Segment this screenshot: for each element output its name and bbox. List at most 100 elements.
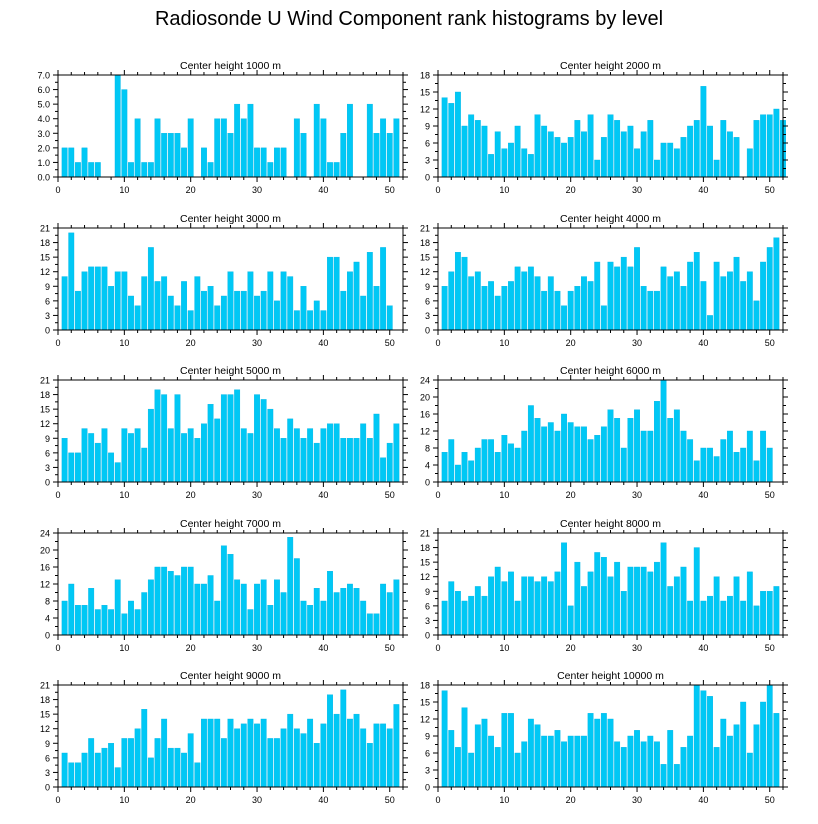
bar [521,576,528,636]
bar [347,438,353,483]
bar [620,256,627,331]
bar [488,439,494,483]
y-tick-label: 18 [420,71,430,81]
bar [240,723,247,788]
bar [280,271,287,331]
bar [121,428,128,483]
bar [508,443,514,483]
bar [607,261,614,331]
bar [773,586,780,636]
bar [527,266,534,331]
bar [280,438,287,483]
bar [327,256,333,331]
bar [360,295,367,331]
bar [207,162,214,178]
x-tick-label: 20 [186,338,196,348]
bar [94,752,101,788]
bar [234,103,241,178]
bar [760,430,767,483]
bar [474,447,481,483]
bar [660,379,667,483]
y-tick-label: 0 [425,326,430,336]
bar [727,595,733,636]
bar [114,462,121,483]
bar [227,271,234,331]
bar [181,752,187,788]
bar [373,133,380,178]
y-tick-label: 0 [425,631,430,641]
bar [640,286,647,331]
bar [647,120,654,178]
bar [614,418,621,483]
x-tick-label: 10 [119,338,129,348]
bar [220,118,227,178]
bar [380,247,387,331]
y-tick-label: 21 [420,529,430,539]
bar [687,439,694,483]
y-tick-label: 12 [40,580,50,590]
bar [640,566,647,636]
y-tick-label: 15 [40,253,50,263]
bar [293,118,300,178]
bar [534,114,541,178]
bar [240,428,247,483]
bar [753,460,760,483]
bar [707,315,713,331]
y-tick-label: 12 [420,427,430,437]
bar [700,86,707,178]
bar [508,571,514,636]
bar [320,723,327,788]
bar [554,290,561,331]
bar [501,286,508,331]
bar [766,684,773,788]
bar [733,256,740,331]
bar [386,133,393,178]
bar [720,120,727,178]
bar [474,120,481,178]
x-tick-label: 40 [698,795,708,805]
bar [340,689,347,788]
bar [514,600,521,636]
y-tick-label: 6 [425,601,430,611]
bar [720,600,727,636]
bar [366,103,373,178]
bar [101,605,108,636]
bar [207,286,214,331]
bar [68,452,75,483]
bar [81,752,88,788]
bar [693,547,700,636]
bar [167,295,174,331]
bar [766,247,773,331]
bar [393,579,400,636]
bar [307,718,314,788]
bar [581,131,587,178]
bar [627,418,634,483]
bar [488,735,494,788]
bar [733,724,740,788]
bar [760,114,767,178]
bar [108,452,115,483]
y-tick-label: 4.0 [37,114,50,124]
bar [61,276,68,331]
bar [74,762,81,788]
bar [214,600,221,636]
y-tick-label: 6 [45,448,50,458]
x-tick-label: 30 [632,643,642,653]
bar [194,583,201,636]
y-tick-label: 6 [425,749,430,759]
bar [700,447,707,483]
y-tick-label: 4 [425,461,430,471]
bar [640,741,647,788]
bar [141,276,148,331]
panel-title: Center height 10000 m [557,670,664,682]
bar [134,728,141,788]
bar [620,747,627,788]
x-tick-label: 50 [385,338,395,348]
bar [680,137,687,178]
y-tick-label: 6 [425,296,430,306]
bar [468,114,475,178]
panel-title: Center height 2000 m [560,60,661,72]
x-tick-label: 0 [55,185,60,195]
bar [347,103,353,178]
bar [660,142,667,178]
